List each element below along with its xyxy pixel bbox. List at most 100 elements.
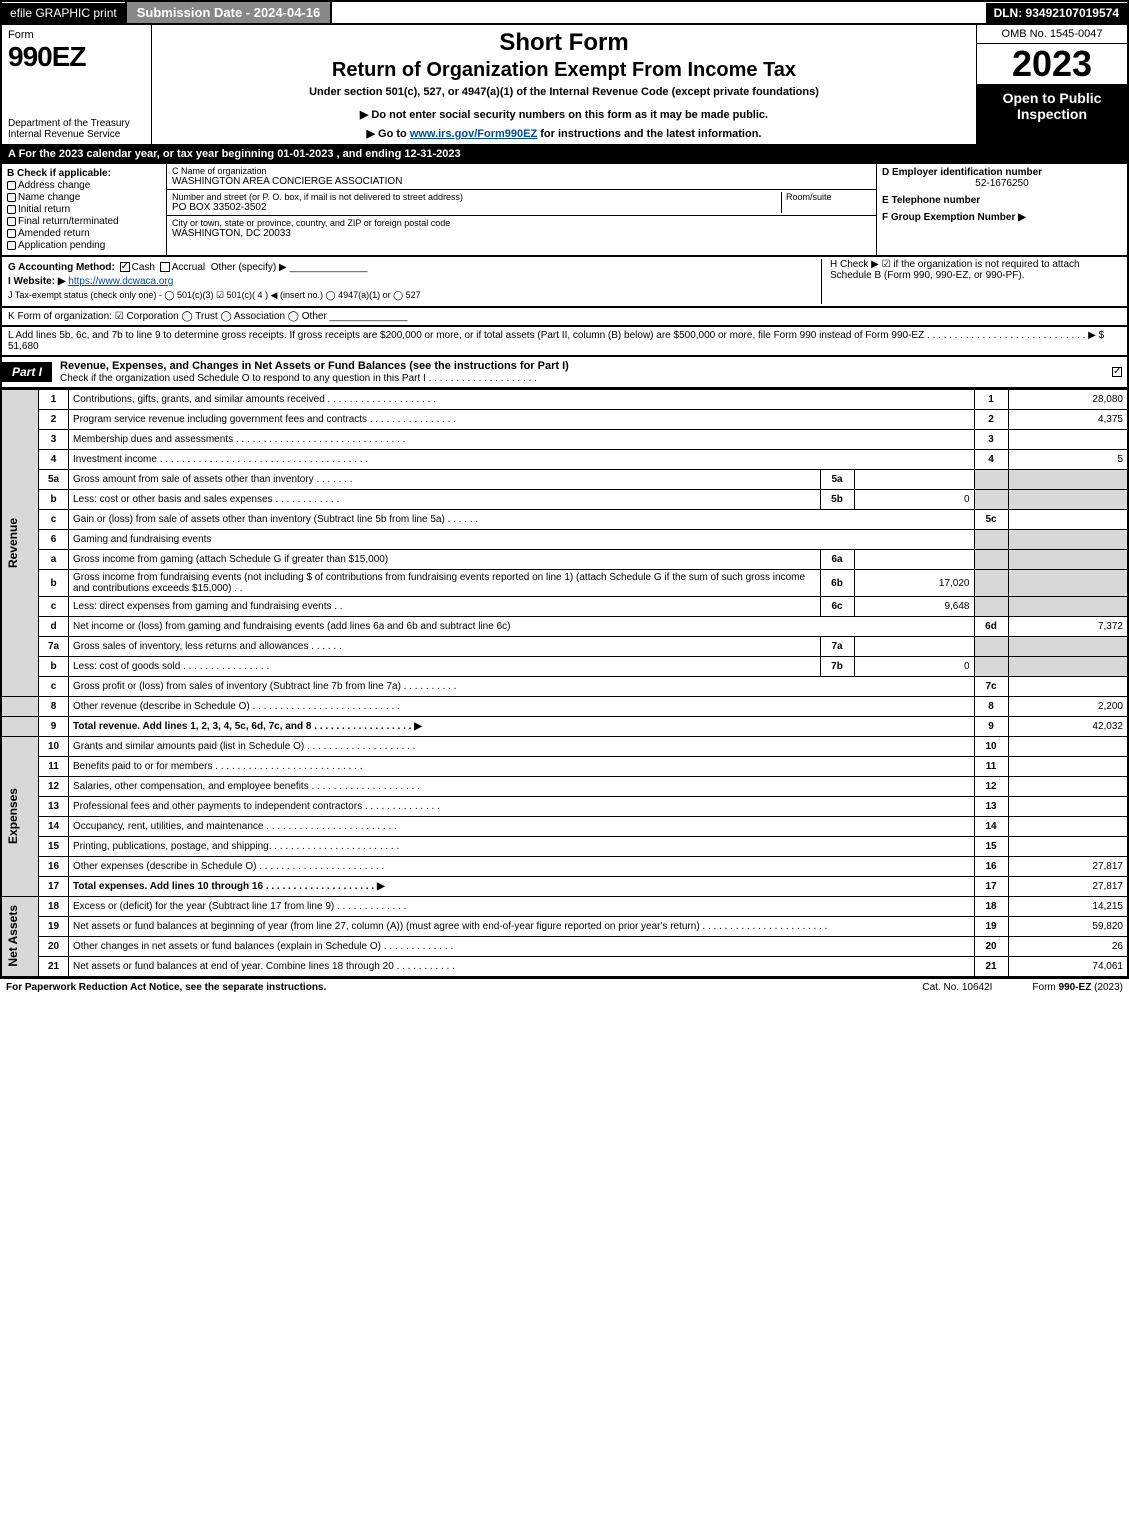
line-4: 4Investment income . . . . . . . . . . .… (1, 450, 1128, 470)
goto-post: for instructions and the latest informat… (537, 128, 761, 140)
omb-number: OMB No. 1545-0047 (977, 25, 1127, 44)
section-b-through-f: B Check if applicable: Address change Na… (0, 164, 1129, 257)
chk-name-change[interactable]: Name change (7, 192, 161, 203)
dln-label: DLN: 93492107019574 (986, 3, 1127, 23)
department-label: Department of the Treasury Internal Reve… (8, 118, 145, 140)
part-1-title-text: Revenue, Expenses, and Changes in Net As… (60, 360, 569, 372)
city-value: WASHINGTON, DC 20033 (172, 228, 871, 239)
part-1-checkbox[interactable] (1107, 366, 1127, 378)
line-6a: aGross income from gaming (attach Schedu… (1, 550, 1128, 570)
row-h-schedule-b: H Check ▶ ☑ if the organization is not r… (821, 259, 1121, 304)
title-return: Return of Organization Exempt From Incom… (160, 59, 968, 82)
expenses-side-label: Expenses (1, 737, 39, 897)
irs-link[interactable]: www.irs.gov/Form990EZ (410, 128, 537, 140)
org-name-label: C Name of organization (172, 166, 871, 176)
header-right: OMB No. 1545-0047 2023 Open to Public In… (977, 25, 1127, 144)
line-17: 17Total expenses. Add lines 10 through 1… (1, 877, 1128, 897)
col-d-e-f: D Employer identification number 52-1676… (877, 164, 1127, 255)
row-k-form-of-org: K Form of organization: ☑ Corporation ◯ … (0, 308, 1129, 327)
website-link[interactable]: https://www.dcwaca.org (68, 276, 173, 287)
chk-accrual[interactable] (160, 262, 170, 272)
note-goto: ▶ Go to www.irs.gov/Form990EZ for instru… (160, 127, 968, 140)
chk-amended-return[interactable]: Amended return (7, 228, 161, 239)
efile-print-label[interactable]: efile GRAPHIC print (2, 3, 125, 23)
line-7b: bLess: cost of goods sold . . . . . . . … (1, 657, 1128, 677)
line-1: Revenue 1 Contributions, gifts, grants, … (1, 390, 1128, 410)
footer-form-ref: Form 990-EZ (2023) (1032, 982, 1123, 993)
city-row: City or town, state or province, country… (167, 216, 876, 241)
row-i-website: I Website: ▶ https://www.dcwaca.org (8, 276, 821, 287)
line-6d: dNet income or (loss) from gaming and fu… (1, 617, 1128, 637)
line-5a: 5aGross amount from sale of assets other… (1, 470, 1128, 490)
footer-left: For Paperwork Reduction Act Notice, see … (6, 982, 326, 993)
chk-initial-return[interactable]: Initial return (7, 204, 161, 215)
line-7a: 7aGross sales of inventory, less returns… (1, 637, 1128, 657)
row-l-gross-receipts: L Add lines 5b, 6c, and 7b to line 9 to … (0, 327, 1129, 357)
street-row: Number and street (or P. O. box, if mail… (167, 190, 876, 216)
part-1-header: Part I Revenue, Expenses, and Changes in… (0, 357, 1129, 389)
header-center: Short Form Return of Organization Exempt… (152, 25, 977, 144)
street-value: PO BOX 33502-3502 (172, 202, 781, 213)
chk-address-change[interactable]: Address change (7, 180, 161, 191)
line-19: 19Net assets or fund balances at beginni… (1, 917, 1128, 937)
part-1-title: Revenue, Expenses, and Changes in Net As… (52, 357, 1107, 387)
tax-year: 2023 (977, 44, 1127, 84)
open-public-inspection: Open to Public Inspection (977, 84, 1127, 144)
form-number: 990EZ (8, 41, 145, 73)
section-g-h-i-j: G Accounting Method: Cash Accrual Other … (0, 257, 1129, 308)
row-g-accounting: G Accounting Method: Cash Accrual Other … (8, 262, 821, 273)
ein-label: D Employer identification number (882, 167, 1122, 178)
line-14: 14Occupancy, rent, utilities, and mainte… (1, 817, 1128, 837)
ein-value: 52-1676250 (882, 178, 1122, 189)
line-6: 6Gaming and fundraising events (1, 530, 1128, 550)
city-label: City or town, state or province, country… (172, 218, 871, 228)
ghi-left: G Accounting Method: Cash Accrual Other … (8, 259, 821, 304)
i-label: I Website: ▶ (8, 276, 66, 287)
group-exemption-section: F Group Exemption Number ▶ (882, 212, 1122, 223)
col-c-org-info: C Name of organization WASHINGTON AREA C… (167, 164, 877, 255)
lines-table: Revenue 1 Contributions, gifts, grants, … (0, 389, 1129, 978)
line-8: 8Other revenue (describe in Schedule O) … (1, 697, 1128, 717)
chk-cash[interactable] (120, 262, 130, 272)
subtitle: Under section 501(c), 527, or 4947(a)(1)… (160, 86, 968, 98)
part-1-sub: Check if the organization used Schedule … (60, 373, 537, 384)
group-exemption-label: F Group Exemption Number ▶ (882, 212, 1122, 223)
line-11: 11Benefits paid to or for members . . . … (1, 757, 1128, 777)
row-a-calendar-year: A For the 2023 calendar year, or tax yea… (0, 146, 1129, 164)
chk-final-return[interactable]: Final return/terminated (7, 216, 161, 227)
org-name-row: C Name of organization WASHINGTON AREA C… (167, 164, 876, 190)
line-20: 20Other changes in net assets or fund ba… (1, 937, 1128, 957)
header-left: Form 990EZ Department of the Treasury In… (2, 25, 152, 144)
g-other: Other (specify) ▶ (211, 262, 287, 273)
chk-application-pending[interactable]: Application pending (7, 240, 161, 251)
form-word: Form (8, 29, 145, 41)
room-label: Room/suite (786, 192, 871, 202)
ein-section: D Employer identification number 52-1676… (882, 167, 1122, 189)
j-text: J Tax-exempt status (check only one) - ◯… (8, 290, 421, 300)
part-1-label: Part I (2, 362, 52, 382)
top-bar: efile GRAPHIC print Submission Date - 20… (0, 0, 1129, 25)
title-short-form: Short Form (160, 29, 968, 57)
street-label: Number and street (or P. O. box, if mail… (172, 192, 781, 202)
revenue-side-label: Revenue (1, 390, 39, 697)
efile-text: efile GRAPHIC print (10, 6, 117, 20)
row-j-tax-exempt: J Tax-exempt status (check only one) - ◯… (8, 290, 821, 301)
line-12: 12Salaries, other compensation, and empl… (1, 777, 1128, 797)
line-5b: bLess: cost or other basis and sales exp… (1, 490, 1128, 510)
line-5c: cGain or (loss) from sale of assets othe… (1, 510, 1128, 530)
goto-pre: ▶ Go to (367, 128, 410, 140)
net-assets-side-label: Net Assets (1, 897, 39, 977)
line-7c: cGross profit or (loss) from sales of in… (1, 677, 1128, 697)
line-18: Net Assets 18Excess or (deficit) for the… (1, 897, 1128, 917)
line-13: 13Professional fees and other payments t… (1, 797, 1128, 817)
line-3: 3Membership dues and assessments . . . .… (1, 430, 1128, 450)
page-footer: For Paperwork Reduction Act Notice, see … (0, 978, 1129, 996)
line-2: 2Program service revenue including gover… (1, 410, 1128, 430)
k-text: K Form of organization: ☑ Corporation ◯ … (8, 311, 327, 322)
submission-date-label: Submission Date - 2024-04-16 (125, 2, 333, 23)
form-header: Form 990EZ Department of the Treasury In… (0, 25, 1129, 146)
b-label: B Check if applicable: (7, 168, 161, 179)
line-10: Expenses 10Grants and similar amounts pa… (1, 737, 1128, 757)
line-21: 21Net assets or fund balances at end of … (1, 957, 1128, 977)
line-15: 15Printing, publications, postage, and s… (1, 837, 1128, 857)
